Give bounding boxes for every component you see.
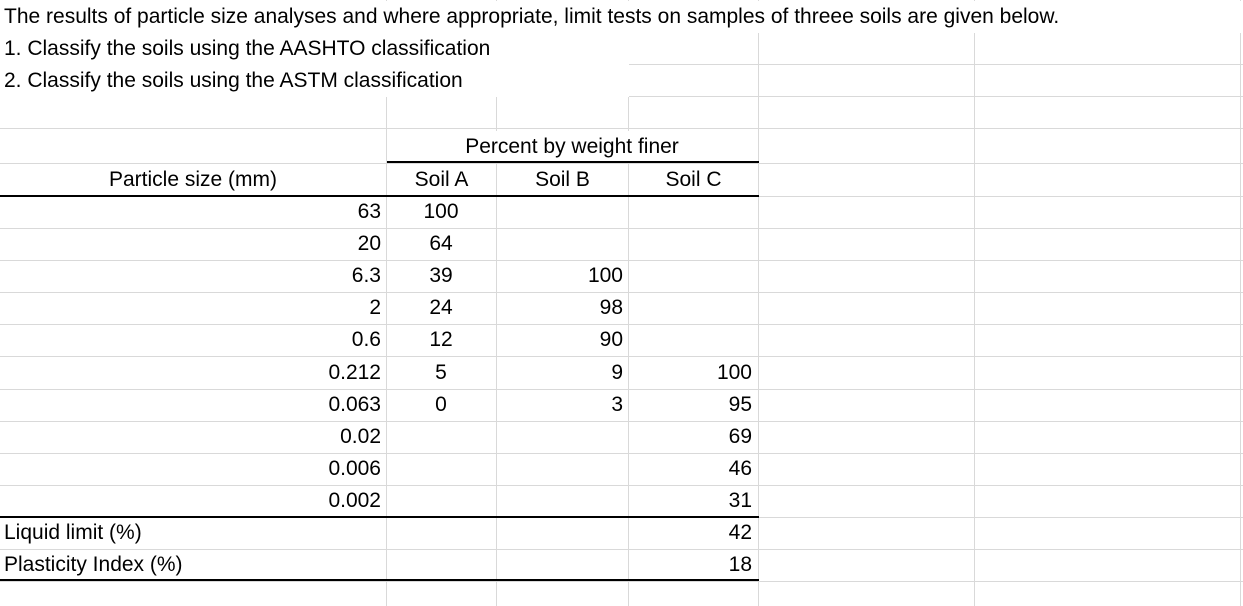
soil-c-cell: 95 xyxy=(728,393,752,416)
size-cell: 0.02 xyxy=(340,425,381,448)
grid-row-line xyxy=(0,549,1243,550)
soil-b-cell: 100 xyxy=(587,264,623,287)
soil-c-cell xyxy=(629,196,752,228)
size-cell: 2 xyxy=(369,296,381,319)
grid-col-line xyxy=(758,0,759,606)
soil-c-cell xyxy=(629,228,752,260)
size-header: Particle size (mm) xyxy=(108,168,277,191)
soil-c-cell: 31 xyxy=(728,489,752,512)
grid-col-line xyxy=(496,0,497,606)
soil-a-cell: 24 xyxy=(429,296,453,319)
soil-a-cell: 5 xyxy=(435,361,447,384)
liquid-limit-value: 42 xyxy=(728,521,752,544)
intro-line-1: The results of particle size analyses an… xyxy=(0,1,1243,33)
grid-col-line xyxy=(386,0,387,606)
grid-row-line xyxy=(0,453,1243,454)
grid-row-line xyxy=(0,292,1243,293)
header-border xyxy=(0,195,759,197)
limits-top-border xyxy=(0,516,759,518)
soil-c-header: Soil C xyxy=(665,168,722,191)
soil-a-cell xyxy=(411,485,471,517)
soil-b-cell xyxy=(497,453,623,485)
size-cell: 0.212 xyxy=(328,361,381,384)
size-cell: 20 xyxy=(357,232,381,255)
grid-row-line xyxy=(0,356,1243,357)
soil-c-cell xyxy=(629,260,752,292)
intro-line-2: 1. Classify the soils using the AASHTO c… xyxy=(0,33,629,65)
grid-col-line xyxy=(974,0,975,606)
size-cell: 0.002 xyxy=(328,489,381,512)
plasticity-index-value: 18 xyxy=(728,553,752,576)
size-cell: 0.6 xyxy=(351,328,381,351)
soil-a-cell: 64 xyxy=(429,232,453,255)
table-bottom-border xyxy=(0,579,759,581)
soil-b-cell: 9 xyxy=(611,361,623,384)
soil-c-cell: 69 xyxy=(728,425,752,448)
grid-col-line xyxy=(628,0,629,606)
soil-b-cell xyxy=(497,228,623,260)
grid-row-line xyxy=(0,389,1243,390)
soil-b-cell: 3 xyxy=(611,393,623,416)
soil-c-cell xyxy=(629,324,752,356)
liquid-limit-label: Liquid limit (%) xyxy=(4,521,142,544)
grid-row-line xyxy=(0,421,1243,422)
size-cell: 63 xyxy=(357,200,381,223)
soil-a-header: Soil A xyxy=(414,168,469,191)
grid-row-line xyxy=(0,485,1243,486)
grid-row-line xyxy=(0,228,1243,229)
soil-a-cell: 12 xyxy=(429,328,453,351)
soil-c-cell: 46 xyxy=(728,457,752,480)
group-header: Percent by weight finer xyxy=(387,131,757,163)
grid-row-line xyxy=(0,163,1243,164)
soil-c-cell: 100 xyxy=(716,361,752,384)
grid-col-line xyxy=(1240,0,1241,606)
size-cell: 6.3 xyxy=(351,264,381,287)
soil-b-cell: 98 xyxy=(599,296,623,319)
soil-b-cell xyxy=(497,196,623,228)
grid-row-line xyxy=(0,324,1243,325)
soil-c-cell xyxy=(629,292,752,324)
soil-b-header: Soil B xyxy=(535,168,590,191)
soil-a-cell: 0 xyxy=(435,393,447,416)
soil-b-cell xyxy=(497,421,623,453)
grid-row-line xyxy=(0,260,1243,261)
soil-a-cell xyxy=(411,453,471,485)
soil-b-cell xyxy=(497,485,623,517)
size-cell: 0.006 xyxy=(328,457,381,480)
group-header-border xyxy=(387,161,759,163)
intro-line-3: 2. Classify the soils using the ASTM cla… xyxy=(0,65,629,97)
soil-b-cell: 90 xyxy=(599,328,623,351)
soil-a-cell: 100 xyxy=(423,200,459,223)
plasticity-index-label: Plasticity Index (%) xyxy=(4,553,183,576)
grid-row-line xyxy=(0,128,1243,129)
soil-a-cell xyxy=(411,421,471,453)
grid-row-line xyxy=(0,581,1243,582)
size-cell: 0.063 xyxy=(328,393,381,416)
soil-a-cell: 39 xyxy=(429,264,453,287)
